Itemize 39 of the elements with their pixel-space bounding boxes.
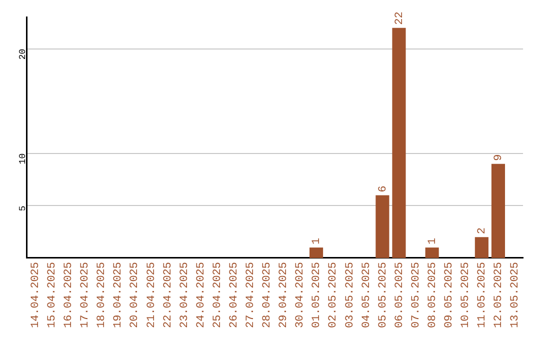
data-label: 9 bbox=[493, 154, 506, 161]
x-tick-label: 26.04.2025 bbox=[228, 262, 240, 328]
x-tick-label: 12.05.2025 bbox=[493, 262, 506, 328]
y-tick-label: 20 bbox=[18, 48, 28, 60]
x-tick-label: 18.04.2025 bbox=[96, 262, 108, 328]
x-tick-label: 15.04.2025 bbox=[46, 262, 59, 328]
x-tick-label: 22.04.2025 bbox=[162, 262, 174, 328]
x-tick-label: 17.04.2025 bbox=[80, 262, 92, 328]
x-tick-label: 21.04.2025 bbox=[146, 262, 158, 328]
x-tick-label: 14.04.2025 bbox=[30, 262, 42, 328]
x-tick-label: 04.05.2025 bbox=[360, 262, 373, 328]
x-tick-label: 24.04.2025 bbox=[195, 262, 208, 328]
data-label: 1 bbox=[426, 238, 439, 245]
x-tick-label: 01.05.2025 bbox=[311, 262, 324, 328]
y-tick-label: 10 bbox=[18, 153, 28, 164]
x-tick-label: 20.04.2025 bbox=[129, 262, 142, 328]
x-tick-label: 08.05.2025 bbox=[426, 262, 439, 328]
x-tick-label: 05.05.2025 bbox=[377, 262, 390, 328]
x-tick-label: 03.05.2025 bbox=[344, 262, 356, 328]
x-tick-label: 27.04.2025 bbox=[245, 262, 258, 328]
x-tick-label: 11.05.2025 bbox=[476, 262, 489, 328]
x-tick-label: 28.04.2025 bbox=[262, 262, 274, 328]
y-tick-label: 5 bbox=[18, 206, 28, 212]
x-tick-label: 30.04.2025 bbox=[294, 262, 307, 328]
x-tick-label: 02.05.2025 bbox=[328, 262, 340, 328]
data-label: 2 bbox=[476, 227, 489, 234]
data-label: 1 bbox=[311, 238, 324, 245]
x-tick-label: 09.05.2025 bbox=[444, 262, 456, 328]
data-label: 22 bbox=[394, 12, 406, 25]
x-tick-label: 19.04.2025 bbox=[112, 262, 125, 328]
x-tick-label: 16.04.2025 bbox=[63, 262, 76, 328]
x-tick-label: 07.05.2025 bbox=[410, 262, 422, 328]
x-tick-label: 06.05.2025 bbox=[394, 262, 406, 328]
x-tick-label: 29.04.2025 bbox=[278, 262, 290, 328]
data-label: 6 bbox=[377, 186, 390, 192]
x-tick-label: 25.04.2025 bbox=[212, 262, 224, 328]
x-tick-label: 10.05.2025 bbox=[460, 262, 472, 328]
x-tick-label: 13.05.2025 bbox=[510, 262, 522, 328]
x-tick-label: 23.04.2025 bbox=[178, 262, 191, 328]
